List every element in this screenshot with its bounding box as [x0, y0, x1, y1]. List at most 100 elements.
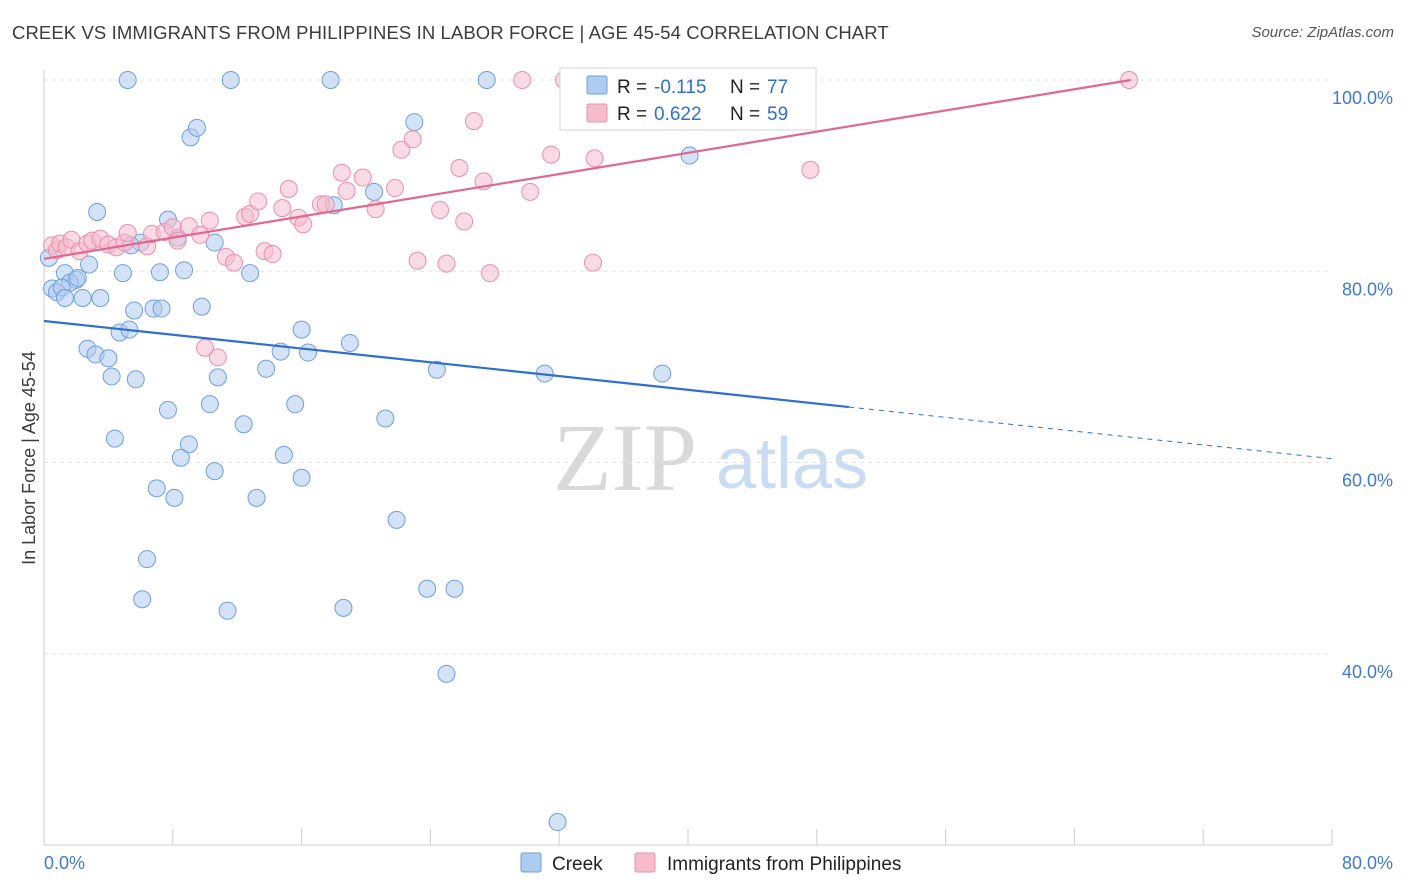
creek-point-66 — [247, 488, 266, 507]
legend-creek-r-value: -0.115 — [654, 77, 706, 98]
creek-point-47 — [126, 370, 145, 389]
creek-point-15 — [205, 233, 224, 252]
creek-point-23 — [113, 264, 132, 283]
creek-point-6 — [187, 118, 206, 137]
phil-point-45 — [455, 212, 474, 231]
creek-point-69 — [418, 579, 437, 598]
creek-point-59 — [179, 435, 198, 454]
phil-point-48 — [480, 264, 499, 283]
phil-point-20 — [200, 211, 219, 230]
phil-point-46 — [464, 112, 483, 131]
creek-point-3 — [477, 71, 496, 89]
y-axis-title: In Labor Force | Age 45-54 — [19, 351, 39, 565]
creek-point-25 — [175, 261, 194, 280]
legend-swatch-phil — [586, 103, 608, 123]
creek-point-67 — [387, 510, 406, 529]
series-legend: Creek Immigrants from Philippines — [520, 852, 901, 875]
creek-trend-extension — [848, 406, 1333, 460]
phil-point-31 — [294, 215, 313, 234]
phil-point-44 — [450, 158, 469, 177]
creek-point-40 — [340, 333, 359, 352]
creek-point-57 — [376, 409, 395, 428]
creek-point-72 — [218, 601, 237, 620]
creek-point-35 — [152, 299, 171, 318]
phil-point-25 — [249, 192, 268, 211]
phil-point-50 — [542, 145, 561, 164]
phil-point-43 — [437, 254, 456, 273]
creek-point-61 — [274, 445, 293, 464]
phil-trend-line — [43, 78, 1131, 260]
stats-legend: R = -0.115 N = 77 R = 0.622 N = 59 — [559, 67, 817, 131]
source-credit: Source: ZipAtlas.com — [1251, 24, 1394, 41]
phil-point-33 — [316, 195, 335, 214]
creek-point-70 — [445, 579, 464, 598]
y-tick-label-40: 40.0% — [1342, 662, 1393, 682]
chart-title: CREEK VS IMMIGRANTS FROM PHILIPPINES IN … — [12, 22, 889, 43]
x-tick-label-max: 80.0% — [1342, 853, 1393, 873]
creek-point-54 — [200, 395, 219, 414]
legend-phil-n-label: N = — [730, 104, 760, 125]
phil-point-59 — [208, 348, 227, 367]
creek-point-63 — [292, 468, 311, 487]
y-tick-label-60: 60.0% — [1342, 471, 1393, 491]
creek-point-33 — [125, 301, 144, 320]
creek-point-7 — [405, 113, 424, 132]
creek-point-58 — [105, 429, 124, 448]
phil-point-52 — [584, 253, 603, 272]
phil-point-28 — [273, 199, 292, 218]
y-axis-tick-labels: 100.0% 80.0% 60.0% 40.0% — [1332, 88, 1393, 682]
creek-point-52 — [653, 364, 672, 383]
phil-point-29 — [279, 180, 298, 199]
y-tick-label-100: 100.0% — [1332, 88, 1393, 108]
creek-point-49 — [257, 359, 276, 378]
phil-point-55 — [513, 71, 532, 89]
phil-point-17 — [168, 231, 187, 250]
trend-lines — [43, 78, 1333, 460]
phil-point-27 — [263, 245, 282, 264]
creek-point-75 — [548, 813, 567, 832]
creek-point-31 — [73, 289, 92, 308]
creek-point-71 — [133, 590, 152, 609]
creek-point-12 — [365, 182, 384, 201]
legend-creek-n-label: N = — [730, 77, 760, 98]
creek-point-0 — [118, 71, 137, 89]
creek-point-45 — [299, 343, 318, 362]
creek-point-8 — [680, 146, 699, 165]
series-legend-swatch-creek — [520, 852, 542, 873]
creek-point-24 — [150, 263, 169, 282]
creek-point-9 — [88, 202, 107, 221]
y-tick-label-80: 80.0% — [1342, 279, 1393, 299]
phil-point-56 — [801, 160, 820, 179]
creek-point-26 — [241, 264, 260, 283]
phil-point-12 — [118, 224, 137, 242]
creek-point-22 — [68, 268, 87, 287]
creek-point-74 — [437, 664, 456, 683]
creek-point-39 — [292, 320, 311, 339]
creek-point-18 — [80, 255, 99, 274]
legend-phil-r-label: R = — [617, 104, 647, 125]
creek-point-46 — [102, 367, 121, 386]
legend-phil-n-value: 59 — [767, 104, 788, 125]
creek-point-2 — [321, 71, 340, 89]
legend-swatch-creek — [586, 75, 608, 95]
phil-point-38 — [385, 179, 404, 198]
creek-point-68 — [138, 550, 157, 569]
phil-point-39 — [392, 140, 411, 159]
creek-point-65 — [165, 488, 184, 507]
series-legend-phil: Immigrants from Philippines — [667, 854, 901, 875]
x-tick-label-min: 0.0% — [44, 853, 85, 873]
creek-point-36 — [192, 297, 211, 316]
creek-point-55 — [286, 395, 305, 414]
zipatlas-watermark: ZIP atlas — [553, 404, 868, 511]
creek-trend-line — [43, 319, 850, 409]
creek-point-56 — [234, 415, 253, 434]
grid-lines — [44, 79, 1332, 655]
watermark-atlas: atlas — [716, 424, 868, 504]
creek-point-50 — [427, 360, 446, 379]
phil-point-36 — [353, 168, 372, 187]
creek-point-1 — [221, 71, 240, 89]
phil-point-41 — [408, 251, 427, 270]
creek-points — [39, 71, 772, 832]
phil-point-22 — [224, 253, 243, 272]
